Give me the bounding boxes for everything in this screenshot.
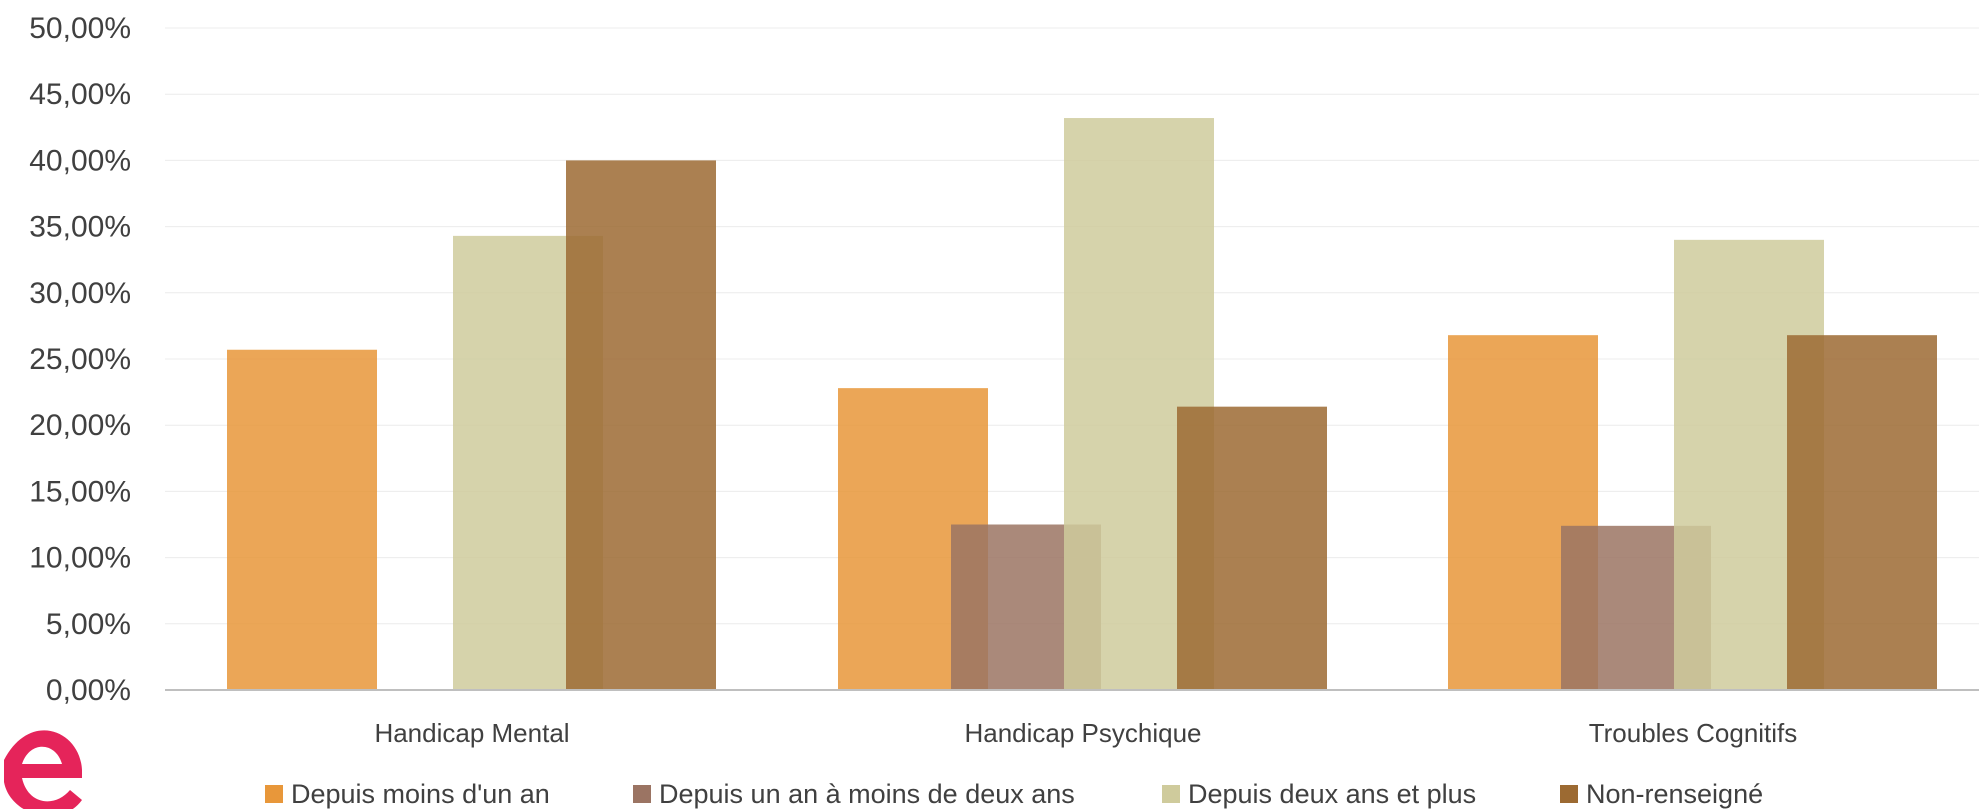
category-label: Handicap Psychique <box>964 718 1201 748</box>
y-tick-label: 50,00% <box>29 12 131 45</box>
legend-swatch <box>1560 785 1578 803</box>
y-tick-label: 40,00% <box>29 144 131 177</box>
bars <box>227 118 1937 691</box>
bar <box>1787 335 1937 690</box>
bar <box>1177 406 1327 690</box>
legend-label: Depuis deux ans et plus <box>1188 779 1476 809</box>
y-tick-label: 30,00% <box>29 277 131 310</box>
bar <box>566 160 716 690</box>
legend-label: Depuis moins d'un an <box>291 779 550 809</box>
legend-swatch <box>1162 785 1180 803</box>
legend-swatch <box>633 785 651 803</box>
bar <box>227 349 377 690</box>
legend-label: Non-renseigné <box>1586 779 1763 809</box>
y-tick-label: 45,00% <box>29 78 131 111</box>
y-tick-label: 0,00% <box>46 674 131 707</box>
category-label: Handicap Mental <box>374 718 569 748</box>
y-tick-label: 10,00% <box>29 542 131 575</box>
category-label: Troubles Cognitifs <box>1589 718 1798 748</box>
y-axis-tick-labels: 0,00% 5,00% 10,00% 15,00% 20,00% 25,00% 30,00%… <box>29 12 131 707</box>
legend-label: Depuis un an à moins de deux ans <box>659 779 1075 809</box>
y-tick-label: 5,00% <box>46 608 131 641</box>
x-axis-category-labels: Handicap Mental Handicap Psychique Trouble… <box>374 718 1797 748</box>
y-tick-label: 20,00% <box>29 409 131 442</box>
legend: Depuis moins d'un an Depuis un an à moins… <box>265 779 1763 809</box>
logo-mark-icon <box>4 730 82 809</box>
legend-swatch <box>265 785 283 803</box>
y-tick-label: 25,00% <box>29 343 131 376</box>
y-tick-label: 35,00% <box>29 211 131 244</box>
y-tick-label: 15,00% <box>29 475 131 508</box>
